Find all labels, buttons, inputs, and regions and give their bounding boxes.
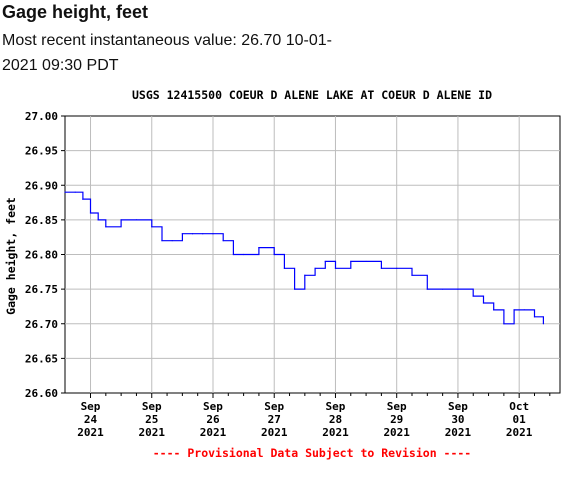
y-tick-label: 26.95	[25, 145, 58, 158]
y-tick-label: 26.80	[25, 249, 58, 262]
data-point	[523, 309, 525, 311]
y-tick-label: 26.60	[25, 387, 58, 400]
data-point	[380, 267, 382, 269]
data-point	[442, 288, 444, 290]
x-tick-label: Sep 30 2021	[445, 400, 472, 439]
page-title: Gage height, feet	[2, 2, 149, 22]
x-tick-label: Oct 01 2021	[506, 400, 533, 439]
data-point	[324, 260, 326, 263]
x-tick-label: Sep 29 2021	[383, 400, 410, 439]
data-point	[232, 253, 235, 256]
data-point	[243, 253, 245, 256]
data-point	[411, 274, 413, 276]
data-point	[503, 323, 505, 325]
data-point	[365, 260, 367, 263]
data-point	[161, 240, 163, 242]
data-point	[457, 288, 459, 290]
latest-value-text: Most recent instantaneous value: 26.70 1…	[2, 32, 332, 74]
series-layer	[64, 191, 545, 325]
data-point	[396, 267, 398, 269]
data-point	[89, 212, 92, 214]
data-point	[202, 233, 204, 235]
y-tick-label: 27.00	[25, 110, 58, 123]
x-tick-label: Sep 27 2021	[261, 400, 288, 439]
data-point	[191, 233, 194, 235]
y-axis-label: Gage height, feet	[4, 197, 18, 315]
data-point	[283, 267, 286, 269]
gage-height-chart: USGS 12415500 COEUR D ALENE LAKE AT COEU…	[4, 88, 561, 460]
data-point	[181, 233, 183, 235]
x-tick-label: Sep 25 2021	[139, 400, 166, 439]
y-tick-labels: 27.00 26.95 26.90 26.85 26.80 26.75 26.70 26.65…	[25, 110, 58, 400]
y-tick-label: 26.85	[25, 214, 58, 227]
data-point	[97, 219, 99, 221]
chart-title: USGS 12415500 COEUR D ALENE LAKE AT COEU…	[132, 88, 492, 102]
data-point	[105, 226, 107, 228]
data-point	[82, 198, 84, 200]
data-point	[426, 288, 428, 290]
y-tick-label: 26.90	[25, 179, 58, 192]
data-point	[513, 309, 515, 311]
data-point	[222, 240, 224, 242]
data-point	[120, 219, 122, 221]
x-tick-label: Sep 28 2021	[322, 400, 349, 439]
data-point	[258, 246, 260, 249]
data-point	[542, 323, 545, 325]
chart-container: USGS 12415500 COEUR D ALENE LAKE AT COEU…	[0, 84, 580, 480]
data-point	[64, 191, 66, 193]
data-point	[482, 302, 485, 304]
y-tick-label: 26.65	[25, 352, 58, 365]
y-tick-label: 26.70	[25, 318, 58, 331]
data-point	[472, 295, 474, 297]
x-tick-labels: Sep 24 2021 Sep 25 2021 Sep 26 2021 Sep 27 2021 Sep 2…	[77, 400, 533, 439]
data-point	[151, 226, 153, 228]
y-tick-label: 26.75	[25, 283, 58, 296]
data-point	[533, 316, 536, 318]
x-tick-label: Sep 26 2021	[200, 400, 227, 439]
data-point	[135, 219, 138, 221]
data-point	[273, 253, 275, 256]
data-point	[171, 240, 173, 242]
data-point	[74, 191, 76, 193]
provisional-data-note: ---- Provisional Data Subject to Revisio…	[153, 446, 472, 460]
tick-marks	[61, 115, 551, 398]
data-point	[314, 267, 316, 269]
data-point	[294, 288, 296, 290]
data-point	[334, 267, 337, 269]
data-point	[212, 233, 214, 235]
data-point	[304, 274, 306, 276]
grid-lines	[65, 116, 560, 393]
data-point	[493, 309, 495, 311]
data-point	[350, 260, 352, 263]
x-tick-label: Sep 24 2021	[77, 400, 104, 439]
